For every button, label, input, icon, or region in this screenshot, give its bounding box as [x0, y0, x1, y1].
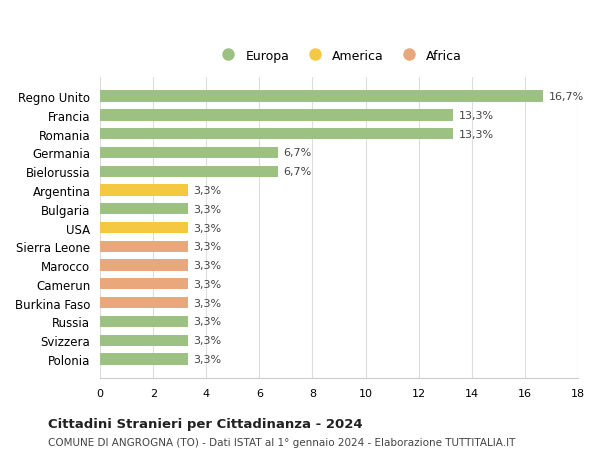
Text: 13,3%: 13,3%: [458, 129, 494, 140]
Text: COMUNE DI ANGROGNA (TO) - Dati ISTAT al 1° gennaio 2024 - Elaborazione TUTTITALI: COMUNE DI ANGROGNA (TO) - Dati ISTAT al …: [48, 437, 515, 447]
Text: 3,3%: 3,3%: [193, 298, 221, 308]
Bar: [100, 129, 453, 140]
Text: 13,3%: 13,3%: [458, 111, 494, 121]
Text: 3,3%: 3,3%: [193, 317, 221, 327]
Bar: [100, 353, 188, 365]
Text: 3,3%: 3,3%: [193, 336, 221, 346]
Text: 3,3%: 3,3%: [193, 279, 221, 289]
Bar: [100, 91, 544, 102]
Text: 6,7%: 6,7%: [283, 148, 311, 158]
Bar: [100, 241, 188, 252]
Bar: [100, 166, 278, 178]
Bar: [100, 204, 188, 215]
Bar: [100, 185, 188, 196]
Text: 16,7%: 16,7%: [549, 92, 584, 102]
Bar: [100, 223, 188, 234]
Bar: [100, 316, 188, 327]
Text: 3,3%: 3,3%: [193, 261, 221, 270]
Text: 3,3%: 3,3%: [193, 354, 221, 364]
Text: 3,3%: 3,3%: [193, 242, 221, 252]
Bar: [100, 147, 278, 159]
Text: 3,3%: 3,3%: [193, 204, 221, 214]
Bar: [100, 279, 188, 290]
Bar: [100, 260, 188, 271]
Bar: [100, 335, 188, 346]
Legend: Europa, America, Africa: Europa, America, Africa: [211, 45, 467, 68]
Bar: [100, 297, 188, 308]
Text: 6,7%: 6,7%: [283, 167, 311, 177]
Bar: [100, 110, 453, 121]
Text: 3,3%: 3,3%: [193, 185, 221, 196]
Text: Cittadini Stranieri per Cittadinanza - 2024: Cittadini Stranieri per Cittadinanza - 2…: [48, 417, 362, 430]
Text: 3,3%: 3,3%: [193, 223, 221, 233]
